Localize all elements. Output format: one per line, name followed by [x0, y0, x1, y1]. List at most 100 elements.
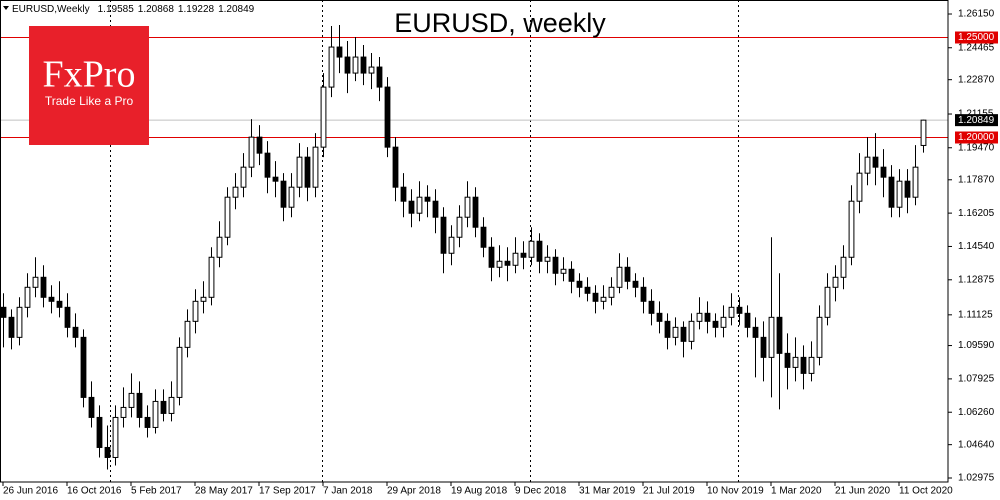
candle-body — [824, 286, 831, 318]
candle-body — [456, 216, 463, 238]
candle-body — [680, 326, 687, 342]
x-tick-label: 16 Oct 2016 — [67, 486, 122, 497]
x-tick-label: 11 Oct 2020 — [899, 486, 953, 497]
candle-body — [624, 266, 631, 282]
candle-body — [72, 326, 79, 338]
candle-body — [520, 252, 527, 258]
y-tick-label: 1.11125 — [958, 309, 993, 320]
chart-title: EURUSD, weekly — [394, 8, 606, 38]
candle-body — [152, 400, 159, 428]
x-tick-label: 5 Feb 2017 — [131, 486, 182, 497]
candle-body — [104, 446, 111, 458]
x-tick-label: 9 Dec 2018 — [515, 486, 567, 497]
candle-body — [88, 396, 95, 418]
candle-body — [920, 119, 927, 146]
candle-body — [360, 56, 367, 74]
candle-body — [344, 56, 351, 74]
candle-body — [592, 292, 599, 302]
candle-body — [776, 316, 783, 354]
y-tick-label: 1.06260 — [958, 407, 995, 418]
candle-body — [504, 260, 511, 266]
header-open: 1.19585 — [98, 4, 135, 15]
candle-body — [816, 316, 823, 358]
candle-body — [376, 66, 383, 88]
header-high: 1.20868 — [138, 4, 175, 15]
y-tick-label: 1.24465 — [958, 42, 995, 53]
candle-body — [56, 300, 63, 308]
candle-body — [232, 186, 239, 198]
candle-body — [472, 196, 479, 228]
candle-body — [408, 200, 415, 214]
candle-body — [224, 196, 231, 238]
candle-body — [544, 256, 551, 262]
candle-body — [80, 336, 87, 398]
candle-body — [704, 312, 711, 322]
candle-body — [464, 196, 471, 218]
candle-body — [904, 180, 911, 198]
candle-body — [200, 296, 207, 302]
candle-body — [352, 56, 359, 74]
header: EURUSD,Weekly 1.19585 1.20868 1.19228 1.2084… — [12, 4, 255, 15]
candle-body — [888, 176, 895, 208]
candle-body — [696, 312, 703, 322]
logo-tagline: Trade Like a Pro — [45, 94, 134, 108]
candle-body — [120, 406, 127, 418]
candle-body — [600, 296, 607, 302]
candle-body — [392, 146, 399, 188]
candle-body — [576, 280, 583, 288]
candle-body — [160, 400, 167, 414]
candle-body — [272, 176, 279, 182]
candle-body — [240, 166, 247, 188]
header-low: 1.19228 — [178, 4, 215, 15]
symbol: EURUSD,Weekly — [12, 4, 90, 15]
candle-body — [64, 306, 71, 328]
y-tick-label: 1.14540 — [958, 241, 995, 252]
candle-body — [656, 312, 663, 322]
candle-body — [280, 180, 287, 208]
y-tick-label: 1.19470 — [958, 142, 995, 153]
candle-body — [216, 236, 223, 258]
candle-body — [808, 356, 815, 374]
candle-body — [800, 356, 807, 374]
logo-box — [29, 26, 149, 145]
candle-body — [720, 316, 727, 328]
candle-body — [712, 320, 719, 328]
candle-body — [384, 86, 391, 148]
candle-body — [320, 86, 327, 148]
candle-body — [296, 156, 303, 188]
candle-body — [168, 396, 175, 414]
candle-body — [752, 326, 759, 338]
candle-body — [480, 226, 487, 248]
level-label-box — [955, 31, 998, 44]
y-tick-label: 1.12875 — [958, 274, 995, 285]
candle-body — [8, 316, 15, 338]
candle-body — [488, 246, 495, 268]
candle-body — [792, 356, 799, 368]
plot-area — [0, 25, 948, 470]
candle-body — [128, 392, 135, 408]
candle-body — [512, 252, 519, 266]
plot-frame — [0, 0, 949, 483]
x-tick-label: 31 Mar 2019 — [579, 486, 636, 497]
candle-body — [528, 240, 535, 258]
x-tick-label: 1 Mar 2020 — [771, 486, 822, 497]
candle-body — [24, 286, 31, 308]
candle-body — [568, 268, 575, 282]
candle-body — [16, 306, 23, 338]
candle-body — [328, 46, 335, 88]
candle-body — [896, 180, 903, 208]
candle-body — [496, 260, 503, 268]
candle-body — [768, 316, 775, 358]
candle-body — [192, 300, 199, 322]
level-label: 1.20000 — [958, 132, 995, 143]
candle-body — [640, 286, 647, 302]
x-tick-label: 17 Sep 2017 — [259, 486, 316, 497]
candle-body — [304, 156, 311, 188]
candle-body — [264, 152, 271, 178]
candle-body — [728, 306, 735, 318]
x-tick-label: 21 Jul 2019 — [643, 486, 695, 497]
y-tick-label: 1.09590 — [958, 340, 995, 351]
candle-body — [440, 216, 447, 254]
candle-body — [560, 268, 567, 274]
